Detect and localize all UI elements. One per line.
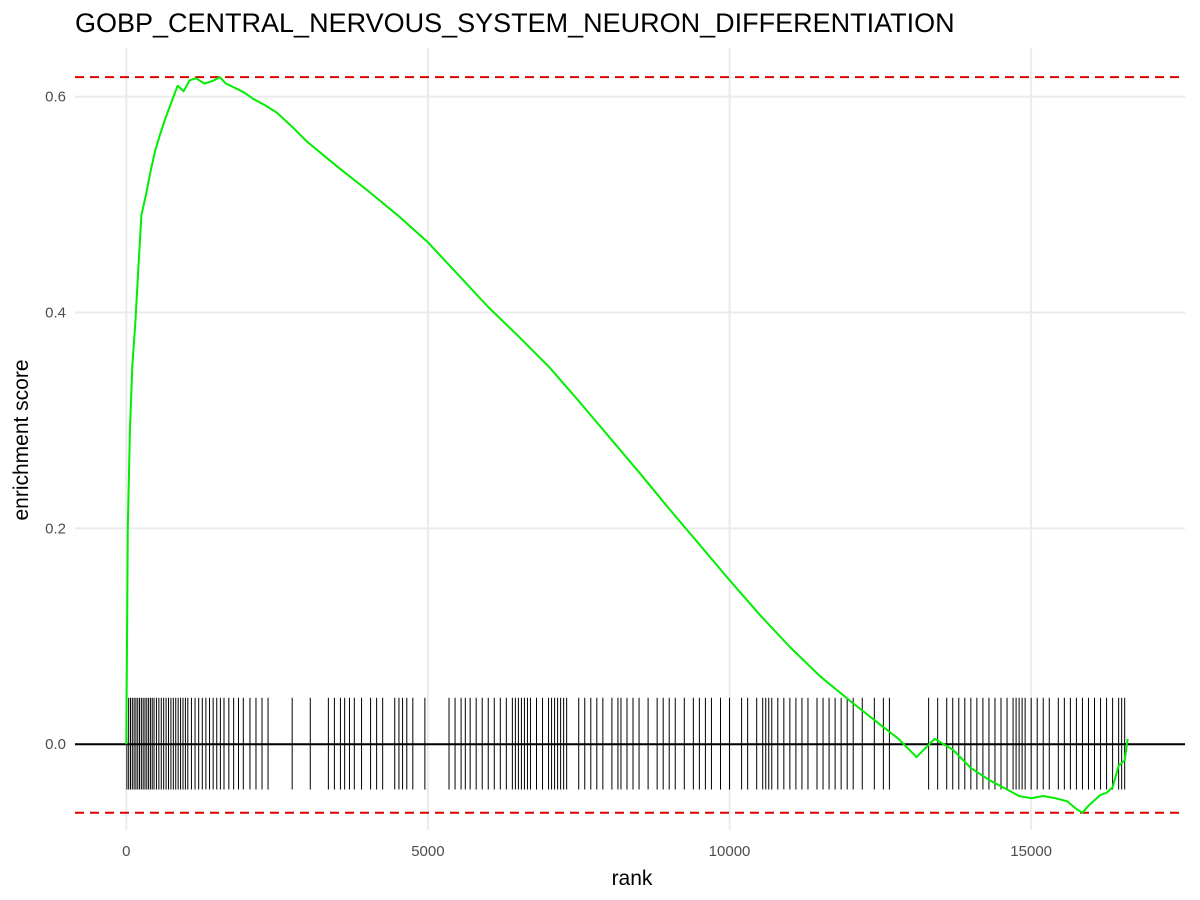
chart-title: GOBP_CENTRAL_NERVOUS_SYSTEM_NEURON_DIFFE… <box>75 8 955 38</box>
y-tick-label: 0.0 <box>45 736 66 753</box>
x-tick-label: 5000 <box>411 843 444 860</box>
x-axis-ticks: 0 5000 10000 15000 <box>122 843 1052 860</box>
enrichment-curve <box>125 76 1129 814</box>
x-tick-label: 15000 <box>1010 843 1052 860</box>
y-tick-label: 0.4 <box>45 304 66 321</box>
plot-grid <box>75 48 1185 830</box>
x-axis-title: rank <box>612 867 653 890</box>
x-tick-label: 10000 <box>709 843 751 860</box>
y-axis-title: enrichment score <box>10 359 33 520</box>
y-tick-label: 0.6 <box>45 89 66 106</box>
x-tick-label: 0 <box>122 843 130 860</box>
y-tick-label: 0.2 <box>45 520 66 537</box>
y-axis-ticks: 0.0 0.2 0.4 0.6 <box>45 89 66 754</box>
